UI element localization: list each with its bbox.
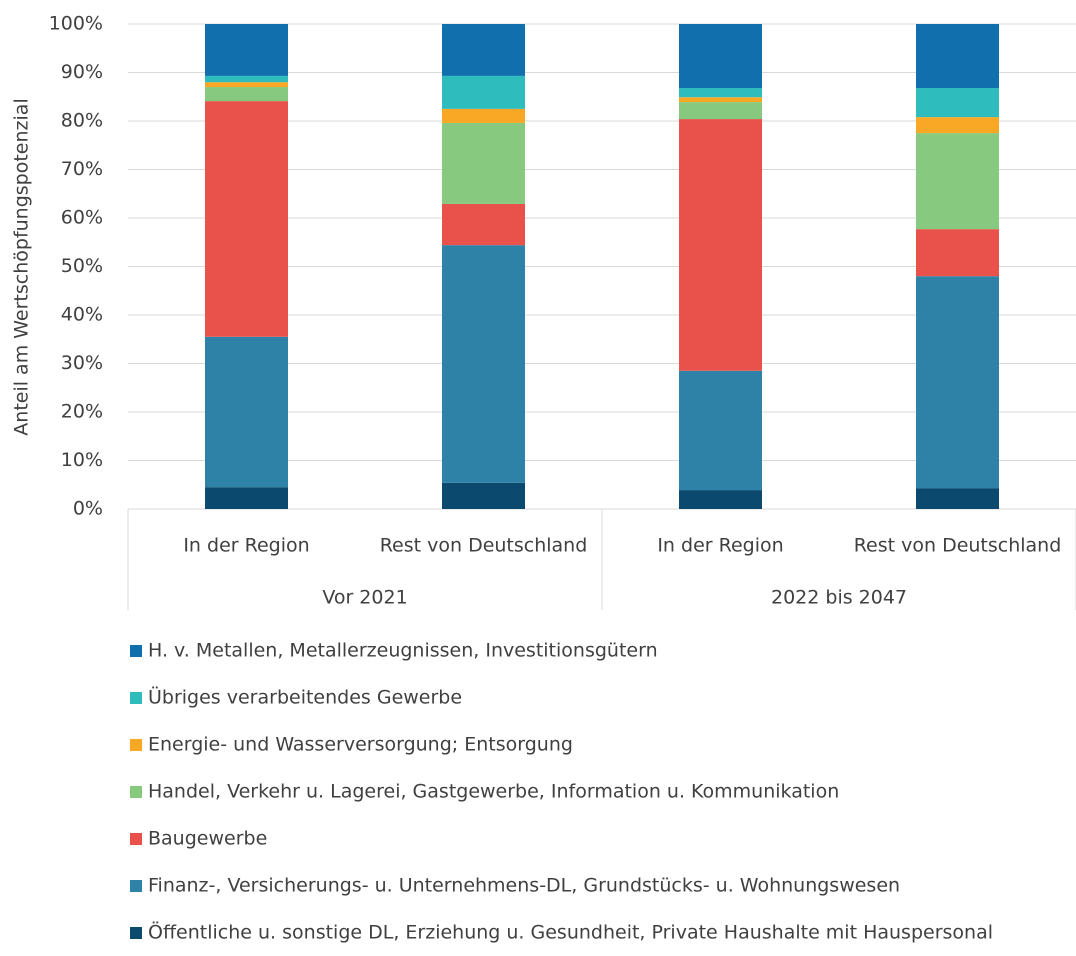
bar-segment xyxy=(442,245,525,483)
bar-segment xyxy=(916,117,999,134)
y-tick-label: 10% xyxy=(61,449,103,471)
legend-label: Baugewerbe xyxy=(148,828,267,850)
bar-segment xyxy=(916,24,999,89)
group-label: 2022 bis 2047 xyxy=(771,587,907,609)
bar-segment xyxy=(916,133,999,230)
bar-segment xyxy=(205,24,288,76)
bar-segment xyxy=(679,88,762,98)
y-tick-label: 40% xyxy=(61,304,103,326)
legend-label: Finanz-, Versicherungs- u. Unternehmens-… xyxy=(148,875,900,897)
bar-segment xyxy=(916,88,999,118)
bar-segment xyxy=(205,487,288,509)
y-tick-label: 100% xyxy=(49,13,103,35)
bar-segment xyxy=(205,75,288,83)
bar-segment xyxy=(205,336,288,488)
bar-segment xyxy=(679,102,762,120)
x-tick-label: Rest von Deutschland xyxy=(854,535,1062,557)
x-tick-label: Rest von Deutschland xyxy=(380,535,588,557)
bar-segment xyxy=(442,122,525,204)
legend-swatch xyxy=(130,692,142,704)
y-tick-label: 70% xyxy=(61,158,103,180)
legend-label: H. v. Metallen, Metallerzeugnissen, Inve… xyxy=(148,640,658,662)
legend-label: Öffentliche u. sonstige DL, Erziehung u.… xyxy=(148,921,993,944)
y-tick-label: 90% xyxy=(61,61,103,83)
y-tick-label: 60% xyxy=(61,207,103,229)
bar-segment xyxy=(679,97,762,103)
bar-segment xyxy=(205,82,288,88)
legend-swatch xyxy=(130,833,142,845)
legend-label: Handel, Verkehr u. Lagerei, Gastgewerbe,… xyxy=(148,781,839,803)
bar-segment xyxy=(679,370,762,491)
bar-segment xyxy=(679,24,762,89)
bar-segment xyxy=(916,276,999,489)
x-tick-label: In der Region xyxy=(183,535,309,557)
legend-swatch xyxy=(130,880,142,892)
bar-segment xyxy=(679,119,762,371)
legend-swatch xyxy=(130,786,142,798)
legend-swatch xyxy=(130,645,142,657)
y-tick-label: 50% xyxy=(61,255,103,277)
bar-segment xyxy=(916,229,999,277)
legend-swatch xyxy=(130,739,142,751)
y-tick-label: 20% xyxy=(61,401,103,423)
bar-segment xyxy=(205,101,288,337)
y-tick-label: 30% xyxy=(61,352,103,374)
y-axis-title: Anteil am Wertschöpfungspotenzial xyxy=(11,98,33,435)
x-tick-label: In der Region xyxy=(657,535,783,557)
bar-segment xyxy=(679,490,762,509)
group-label: Vor 2021 xyxy=(322,587,407,609)
y-tick-label: 0% xyxy=(73,498,103,520)
legend-label: Übriges verarbeitendes Gewerbe xyxy=(148,686,462,709)
bar-segment xyxy=(205,87,288,102)
bar-segment xyxy=(442,482,525,509)
bar-segment xyxy=(442,75,525,109)
bar-segment xyxy=(442,24,525,76)
y-tick-label: 80% xyxy=(61,110,103,132)
legend-label: Energie- und Wasserversorgung; Entsorgun… xyxy=(148,734,573,756)
legend-swatch xyxy=(130,927,142,939)
bar-segment xyxy=(442,203,525,246)
bar-segment xyxy=(916,488,999,509)
bar-segment xyxy=(442,108,525,123)
